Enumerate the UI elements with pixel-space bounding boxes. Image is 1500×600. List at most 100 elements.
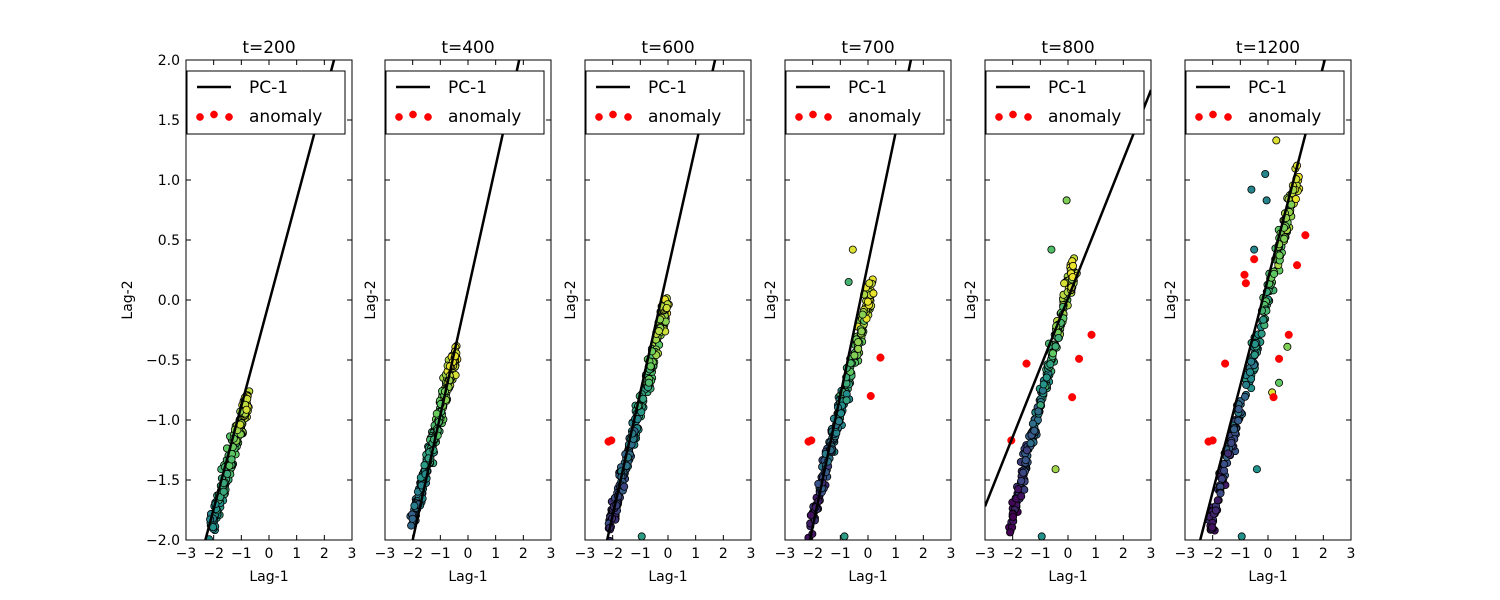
legend-anomaly-swatch (395, 113, 403, 121)
cluster-point (854, 344, 863, 353)
x-tick-label: 3 (747, 546, 756, 562)
x-tick-label: −1 (830, 546, 851, 562)
cluster-point (1208, 523, 1217, 532)
y-axis-label: Lag-2 (563, 280, 579, 319)
cluster-point (1242, 380, 1251, 389)
legend: PC-1 anomaly (585, 70, 745, 135)
anomaly-point (607, 436, 616, 445)
panel-5: t=1200 −3 −2 −1 0 1 2 3 Lag-1 Lag-2 PC-1 anomaly (1163, 38, 1355, 585)
cluster-point (1259, 315, 1268, 324)
legend-anomaly-swatch (595, 113, 603, 121)
x-tick-label: −2 (602, 546, 623, 562)
legend: PC-1 anomaly (1185, 70, 1345, 135)
y-tick-label: −1.5 (146, 473, 180, 489)
axes-frame (784, 59, 952, 541)
cluster-point (620, 482, 629, 491)
cluster-point (1006, 528, 1015, 537)
outlier-point (1262, 196, 1271, 205)
anomaly-point (1301, 231, 1310, 240)
panel-title: t=400 (441, 38, 494, 58)
legend-anomaly-swatch (624, 113, 632, 121)
legend-line-label: PC-1 (648, 78, 687, 98)
anomaly-point (1221, 359, 1230, 368)
cluster-point (1048, 349, 1057, 358)
cluster-point (854, 338, 863, 347)
cluster-point (1014, 485, 1023, 494)
outlier-point (1247, 185, 1256, 194)
cluster-point (1030, 426, 1039, 435)
anomaly-point (876, 353, 885, 362)
x-tick-label: −2 (203, 546, 224, 562)
cluster-point (1017, 492, 1026, 501)
cluster-point (1247, 357, 1256, 366)
cluster-point (1060, 279, 1069, 288)
plot-content (1199, 60, 1326, 540)
x-tick-label: 2 (320, 546, 329, 562)
outlier-point (848, 245, 857, 254)
anomaly-point (1022, 359, 1031, 368)
outlier-point (1037, 532, 1046, 540)
cluster-point (644, 378, 653, 387)
legend-anomaly-label: anomaly (1248, 107, 1321, 127)
cluster-point (1257, 329, 1266, 338)
legend: PC-1 anomaly (785, 70, 945, 135)
x-tick-label: 1 (691, 546, 700, 562)
x-tick-label: 0 (1264, 546, 1273, 562)
legend-anomaly-swatch (225, 113, 233, 121)
anomaly-point (1293, 261, 1302, 270)
cluster-point (408, 514, 417, 523)
cluster-point (646, 362, 655, 371)
y-axis-label: Lag-2 (120, 280, 136, 319)
cluster-point (1022, 446, 1031, 455)
x-tick-label: 2 (719, 546, 728, 562)
x-tick-label: −2 (1202, 546, 1223, 562)
cluster-point (1021, 456, 1030, 465)
anomaly-point (1068, 393, 1077, 402)
anomaly-point (1284, 330, 1293, 339)
y-axis-label: Lag-2 (763, 280, 779, 319)
legend-anomaly-swatch (1224, 113, 1232, 121)
cluster-point (1026, 439, 1035, 448)
plot-content (604, 60, 717, 540)
y-tick-label: −1.0 (146, 413, 180, 429)
x-tick-label: 3 (348, 546, 357, 562)
axes-frame (584, 59, 752, 541)
cluster-point (1069, 261, 1078, 270)
anomaly-point (1250, 255, 1259, 264)
x-tick-label: 3 (1347, 546, 1356, 562)
x-tick-label: 2 (919, 546, 928, 562)
anomaly-point (1240, 270, 1249, 279)
x-axis-label: Lag-1 (1048, 569, 1087, 585)
cluster-point (219, 487, 228, 496)
cluster-point (654, 327, 663, 336)
axes-frame (984, 59, 1152, 541)
cluster-point (842, 396, 851, 405)
cluster-point (1227, 438, 1236, 447)
x-tick-label: −1 (231, 546, 252, 562)
cluster-point (863, 297, 872, 306)
cluster-point (1275, 251, 1284, 260)
plot-content (204, 60, 336, 540)
legend-anomaly-swatch (210, 110, 218, 119)
x-tick-label: 0 (1064, 546, 1073, 562)
x-tick-label: 0 (864, 546, 873, 562)
legend-line-label: PC-1 (448, 78, 487, 98)
x-axis-label: Lag-1 (1248, 569, 1287, 585)
legend-anomaly-swatch (609, 110, 617, 119)
outlier-point (1252, 465, 1261, 474)
y-axis-label: Lag-2 (1163, 280, 1179, 319)
cluster-point (1234, 416, 1243, 425)
x-tick-label: −2 (1002, 546, 1023, 562)
x-axis-label: Lag-1 (448, 569, 487, 585)
pc1-line (411, 60, 521, 540)
outlier-point (1047, 245, 1056, 254)
panel-title: t=200 (242, 38, 295, 58)
pc1-line (985, 89, 1151, 507)
cluster-point (865, 279, 874, 288)
legend-line-label: PC-1 (848, 78, 887, 98)
legend-anomaly-swatch (1195, 113, 1203, 121)
anomaly-point (866, 391, 875, 401)
panel-0: t=200 −3 −2 −1 0 1 2 3 2.0 1.5 1.0 0.5 0.0 −0.5 −1.0 −1… (120, 38, 356, 585)
axes-frame (1184, 59, 1352, 541)
